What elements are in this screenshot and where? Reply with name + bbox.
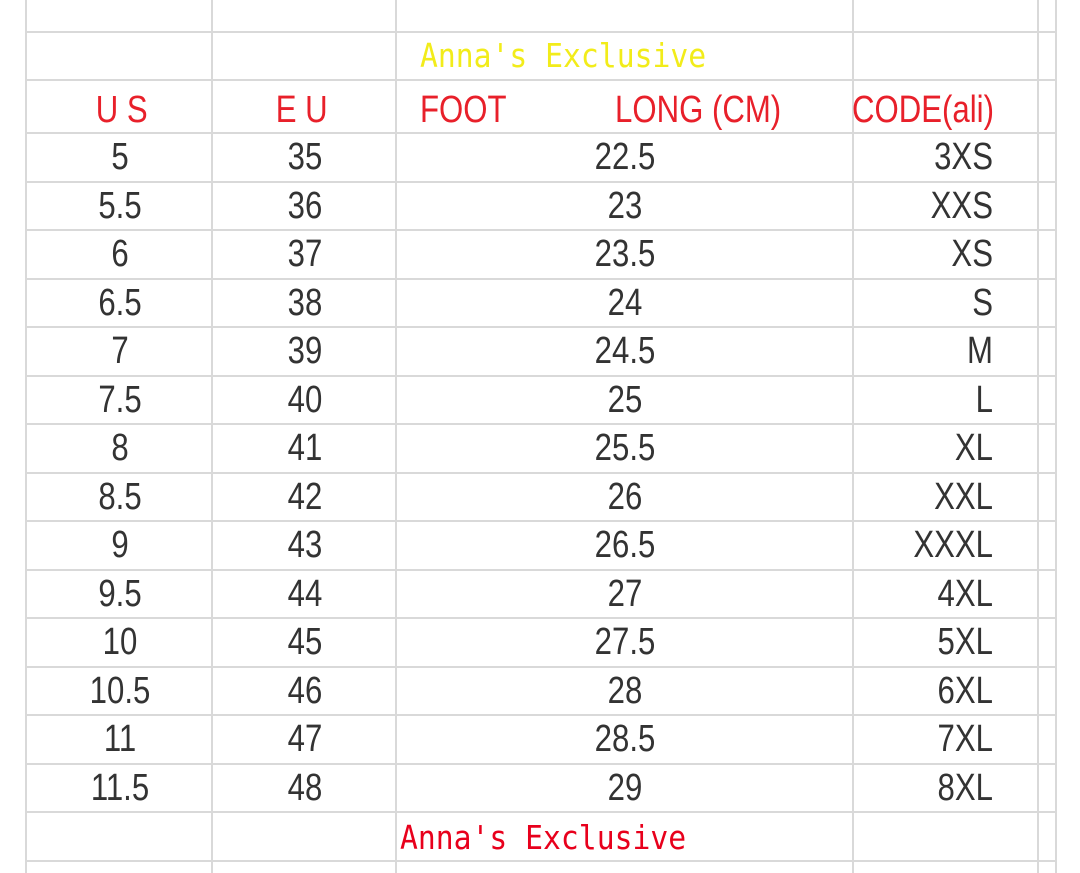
- row-gridline: [25, 763, 1056, 765]
- cell-eu[interactable]: 38: [287, 282, 323, 324]
- cell-code[interactable]: 5XL: [937, 621, 993, 663]
- cell-us[interactable]: 9.5: [98, 573, 142, 615]
- cell-cm[interactable]: 28: [607, 670, 643, 712]
- cell-cm[interactable]: 24: [607, 282, 643, 324]
- header-long-cm[interactable]: LONG (CM): [615, 89, 782, 131]
- cell-us[interactable]: 7.5: [98, 379, 142, 421]
- column-gridline: [1055, 0, 1057, 873]
- cell-eu[interactable]: 48: [287, 767, 323, 809]
- column-gridline: [395, 0, 397, 873]
- cell-cm[interactable]: 23: [607, 185, 643, 227]
- cell-eu[interactable]: 39: [287, 330, 323, 372]
- cell-code[interactable]: 6XL: [937, 670, 993, 712]
- row-gridline: [25, 326, 1056, 328]
- cell-us[interactable]: 11: [103, 718, 137, 760]
- cell-code[interactable]: XXS: [930, 185, 993, 227]
- cell-eu[interactable]: 41: [287, 427, 323, 469]
- watermark-top: Anna's Exclusive: [420, 36, 707, 75]
- cell-us[interactable]: 5: [111, 136, 129, 178]
- cell-cm[interactable]: 22.5: [594, 136, 656, 178]
- cell-cm[interactable]: 24.5: [594, 330, 656, 372]
- header-eu[interactable]: E U: [275, 89, 328, 131]
- cell-cm[interactable]: 25.5: [594, 427, 656, 469]
- cell-cm[interactable]: 26.5: [594, 524, 656, 566]
- cell-cm[interactable]: 25: [607, 379, 643, 421]
- cell-cm[interactable]: 23.5: [594, 233, 656, 275]
- row-gridline: [25, 714, 1056, 716]
- cell-eu[interactable]: 35: [287, 136, 323, 178]
- cell-eu[interactable]: 46: [287, 670, 323, 712]
- cell-code[interactable]: S: [972, 282, 993, 324]
- cell-us[interactable]: 10.5: [89, 670, 151, 712]
- cell-cm[interactable]: 27: [607, 573, 643, 615]
- row-gridline: [25, 472, 1056, 474]
- column-gridline: [1037, 0, 1039, 873]
- cell-cm[interactable]: 27.5: [594, 621, 656, 663]
- cell-code[interactable]: 7XL: [937, 718, 993, 760]
- cell-code[interactable]: XXXL: [913, 524, 993, 566]
- watermark-bottom: Anna's Exclusive: [400, 818, 687, 857]
- cell-us[interactable]: 5.5: [98, 185, 142, 227]
- row-gridline: [25, 617, 1056, 619]
- row-gridline: [25, 520, 1056, 522]
- cell-us[interactable]: 6.5: [98, 282, 142, 324]
- cell-code[interactable]: XL: [954, 427, 993, 469]
- cell-code[interactable]: XS: [951, 233, 993, 275]
- row-gridline: [25, 132, 1056, 134]
- cell-code[interactable]: 8XL: [937, 767, 993, 809]
- cell-eu[interactable]: 40: [287, 379, 323, 421]
- row-gridline: [25, 79, 1056, 81]
- cell-code[interactable]: XXL: [934, 476, 993, 518]
- header-foot[interactable]: FOOT: [420, 89, 507, 131]
- row-gridline: [25, 569, 1056, 571]
- column-gridline: [25, 0, 27, 873]
- cell-eu[interactable]: 45: [287, 621, 323, 663]
- cell-us[interactable]: 8.5: [98, 476, 142, 518]
- cell-code[interactable]: M: [967, 330, 993, 372]
- row-gridline: [25, 375, 1056, 377]
- cell-eu[interactable]: 43: [287, 524, 323, 566]
- row-gridline: [25, 860, 1056, 862]
- row-gridline: [25, 229, 1056, 231]
- cell-cm[interactable]: 28.5: [594, 718, 656, 760]
- cell-code[interactable]: 3XS: [934, 136, 993, 178]
- column-gridline: [852, 0, 854, 873]
- cell-cm[interactable]: 29: [607, 767, 643, 809]
- row-gridline: [25, 811, 1056, 813]
- cell-eu[interactable]: 44: [287, 573, 323, 615]
- cell-eu[interactable]: 37: [287, 233, 323, 275]
- cell-us[interactable]: 8: [111, 427, 129, 469]
- cell-eu[interactable]: 36: [287, 185, 323, 227]
- header-code[interactable]: CODE(ali): [852, 89, 994, 131]
- column-gridline: [211, 0, 213, 873]
- cell-code[interactable]: 4XL: [937, 573, 993, 615]
- cell-code[interactable]: L: [975, 379, 993, 421]
- row-gridline: [25, 181, 1056, 183]
- row-gridline: [25, 423, 1056, 425]
- row-gridline: [25, 666, 1056, 668]
- cell-us[interactable]: 9: [111, 524, 129, 566]
- cell-eu[interactable]: 47: [287, 718, 323, 760]
- cell-us[interactable]: 11.5: [90, 767, 150, 809]
- cell-eu[interactable]: 42: [287, 476, 323, 518]
- cell-cm[interactable]: 26: [607, 476, 643, 518]
- cell-us[interactable]: 10: [102, 621, 138, 663]
- header-us[interactable]: U S: [95, 89, 148, 131]
- row-gridline: [25, 278, 1056, 280]
- cell-us[interactable]: 6: [111, 233, 129, 275]
- cell-us[interactable]: 7: [111, 330, 129, 372]
- row-gridline: [25, 31, 1056, 33]
